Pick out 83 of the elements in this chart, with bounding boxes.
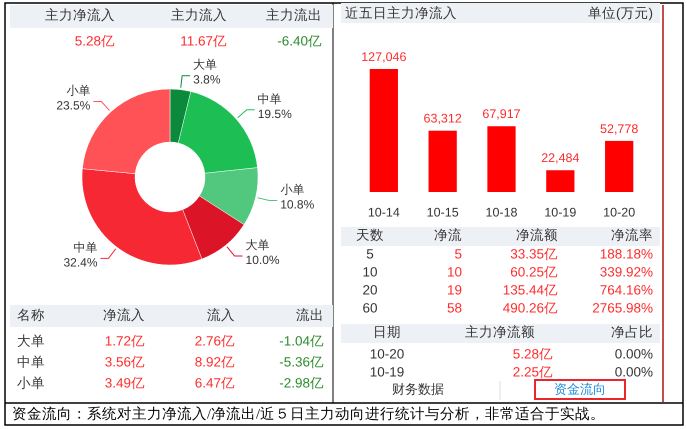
text: 10-19	[370, 364, 404, 380]
slice-label: 小单	[280, 182, 304, 196]
bar	[546, 170, 574, 192]
text: 20	[362, 282, 378, 298]
text: 11.67亿	[180, 34, 227, 49]
text: 主力净流额	[465, 324, 535, 340]
x-tick-label: 10-19	[544, 205, 576, 220]
text: 60	[362, 300, 378, 316]
chart-title: 近五日主力净流入	[345, 6, 457, 21]
text: 2.25亿	[512, 364, 553, 380]
text: 净占比	[611, 324, 653, 340]
data-label: 127,046	[361, 50, 406, 64]
x-tick-label: 10-20	[603, 205, 636, 220]
text: 10	[362, 264, 378, 280]
text: 净流率	[611, 228, 653, 243]
text: 5	[366, 246, 374, 262]
bar	[487, 126, 516, 192]
x-tick-label: 10-14	[368, 205, 400, 220]
text: 主力流出	[266, 8, 322, 23]
text: 6.47亿	[194, 376, 235, 391]
data-label: 23.5%	[56, 98, 91, 113]
text: 3.56亿	[104, 354, 145, 370]
text: 2.76亿	[194, 334, 235, 349]
text: 净流额	[516, 228, 558, 243]
text: -1.04亿	[279, 334, 324, 349]
data-label: 19.5%	[258, 106, 292, 121]
text: 339.92%	[600, 264, 653, 280]
text: 资金流向：系统对主力净流入/净流出/近５日主力动向进行统计与分析，非常适合于实战。	[12, 405, 606, 422]
text: 大单	[17, 334, 45, 349]
slice-label: 中单	[258, 92, 282, 106]
text: 8.92亿	[194, 354, 235, 370]
bar	[428, 130, 457, 192]
slice-label: 中单	[74, 240, 98, 254]
text: 188.18%	[600, 246, 653, 262]
text: 60.25亿	[510, 264, 558, 280]
data-label: 3.8%	[193, 72, 221, 87]
text: 10-20	[370, 346, 404, 362]
text: 2765.98%	[592, 300, 653, 316]
data-label: 22,484	[541, 151, 580, 166]
text: 名称	[17, 308, 45, 323]
text: 流入	[207, 308, 235, 323]
text: 3.49亿	[104, 376, 145, 391]
text: 5.28亿	[74, 34, 115, 49]
text: 天数	[356, 228, 384, 243]
x-tick-label: 10-18	[486, 205, 518, 220]
text: 净流入	[103, 308, 145, 323]
text: 58	[446, 300, 462, 316]
data-label: 10.8%	[280, 198, 315, 212]
data-label: 67,917	[482, 107, 521, 122]
slice-label: 大单	[246, 238, 270, 252]
text: 764.16%	[600, 282, 653, 298]
text: 主力流入	[171, 8, 227, 23]
data-label: 63,312	[424, 112, 462, 126]
text: 10	[446, 264, 462, 280]
bar	[605, 140, 634, 192]
text: -6.40亿	[277, 34, 322, 49]
text: 5.28亿	[512, 346, 553, 362]
text: 0.00%	[614, 364, 653, 380]
bar	[370, 69, 398, 192]
slice-label: 小单	[66, 84, 90, 98]
text: 1.72亿	[104, 334, 145, 349]
text: 中单	[17, 354, 45, 370]
text: 主力净流入	[45, 8, 115, 23]
text: 135.44亿	[502, 282, 558, 298]
text: 0.00%	[614, 346, 653, 362]
data-label: 52,778	[600, 122, 638, 136]
data-label: 10.0%	[246, 253, 280, 267]
text: 净流	[434, 228, 462, 243]
x-tick-label: 10-15	[426, 205, 459, 220]
text: 日期	[373, 324, 401, 340]
text: -5.36亿	[279, 354, 324, 370]
text: 19	[446, 282, 462, 298]
text: 流出	[296, 308, 324, 323]
text: 33.35亿	[510, 246, 558, 262]
chart-subtitle: 单位(万元)	[588, 6, 653, 21]
text: 小单	[17, 376, 45, 391]
text: 5	[454, 246, 462, 262]
text: 财务数据	[392, 381, 444, 396]
slice-label: 大单	[193, 58, 218, 72]
text: 490.26亿	[502, 300, 558, 316]
text: 资金流向	[554, 381, 606, 396]
text: -2.98亿	[279, 376, 324, 391]
data-label: 32.4%	[63, 255, 98, 270]
